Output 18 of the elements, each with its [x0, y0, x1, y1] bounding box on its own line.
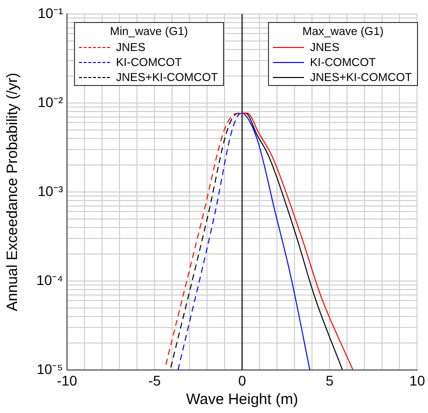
- y-axis-title: Annual Exceedance Probability (/yr): [4, 72, 22, 312]
- x-tick-label: 5: [326, 372, 334, 388]
- legend-label: KI-COMCOT: [310, 56, 376, 68]
- x-tick-label: 0: [238, 372, 246, 388]
- x-axis-title: Wave Height (m): [186, 391, 298, 408]
- y-tick-label: 10⁻¹: [38, 4, 64, 21]
- legend-label: JNES: [116, 42, 146, 54]
- y-tick-label: 10⁻³: [38, 182, 64, 199]
- x-tick-label: -5: [148, 372, 161, 388]
- x-tick-label: 10: [409, 372, 426, 388]
- legend-label: JNES: [310, 42, 340, 54]
- legend-label: JNES+KI-COMCOT: [310, 72, 412, 84]
- legend-title: Min_wave (G1): [109, 25, 189, 40]
- y-tick-label: 10⁻⁴: [36, 272, 63, 288]
- legend-label: JNES+KI-COMCOT: [116, 72, 218, 84]
- legend-label: KI-COMCOT: [116, 56, 182, 68]
- y-tick-label: 10⁻²: [38, 94, 64, 110]
- annotation: Max_wave (G1): [301, 25, 385, 40]
